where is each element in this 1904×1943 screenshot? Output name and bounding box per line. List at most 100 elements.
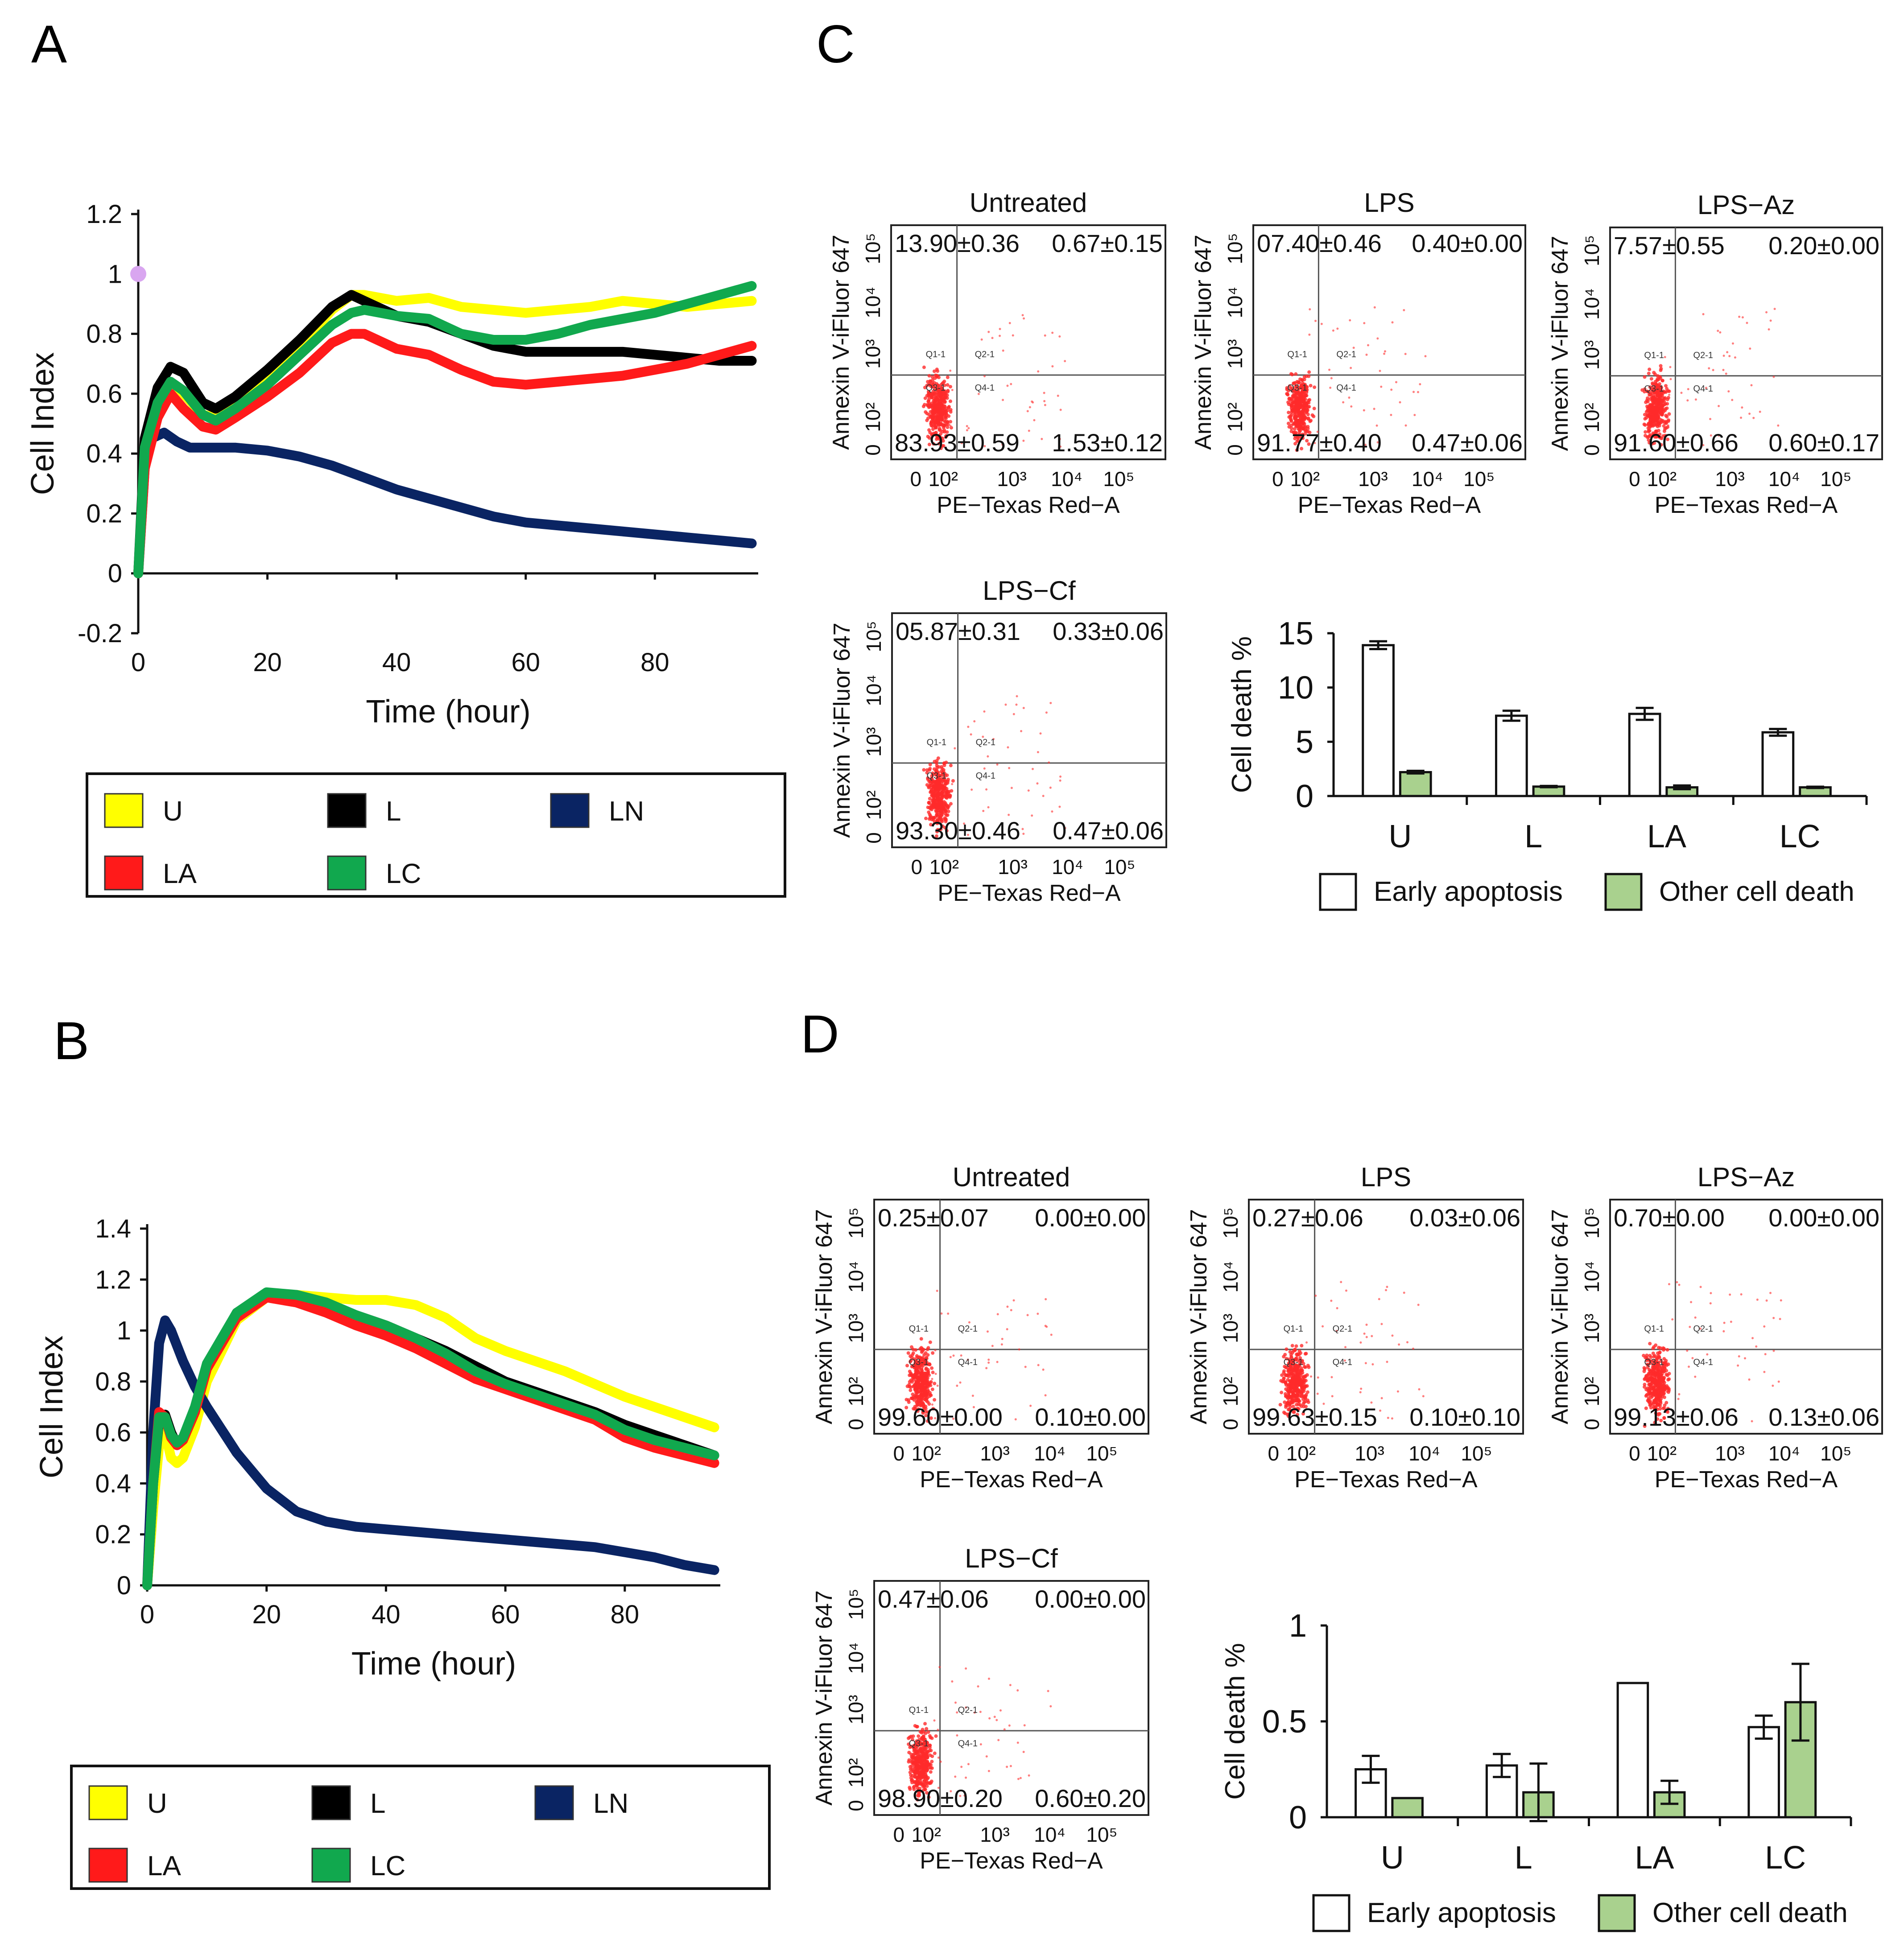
y-tick-label: 0.2: [95, 1520, 131, 1549]
quadrant-label: Q1-1: [1644, 1324, 1664, 1334]
flow-y-tick: 0: [861, 444, 884, 456]
event-dot-sparse: [1706, 1353, 1709, 1356]
event-dot-sparse: [1031, 814, 1033, 817]
quadrant-value-q3: 99.63±0.15: [1252, 1403, 1377, 1431]
event-dot: [933, 780, 937, 784]
flow-frame: [1248, 1199, 1524, 1435]
event-dot-sparse: [1344, 1346, 1347, 1349]
event-dot: [1657, 1351, 1661, 1355]
event-dot-sparse: [1003, 1728, 1006, 1731]
event-dot: [931, 1370, 935, 1374]
event-dot-sparse: [1719, 331, 1722, 334]
event-dot: [1284, 1381, 1288, 1385]
event-dot: [1655, 383, 1659, 387]
point-LA: [412, 1345, 420, 1352]
event-dot: [1305, 439, 1309, 443]
flow-y-tick: 10⁴: [1580, 288, 1603, 320]
point-LA: [710, 1459, 718, 1467]
flow-y-tick: 10³: [1223, 339, 1247, 369]
event-dot: [927, 442, 931, 446]
event-dot-sparse: [966, 833, 969, 836]
flow-y-tick: 10⁵: [862, 621, 885, 652]
event-dot: [914, 1348, 918, 1352]
quadrant-label: Q2-1: [958, 1705, 978, 1715]
flow-y-tick: 0: [1219, 1419, 1242, 1430]
y-tick-label: 1.2: [95, 1265, 131, 1294]
legend-swatch-LC: [311, 1848, 351, 1883]
event-dot: [940, 813, 944, 817]
event-dot-sparse: [1022, 439, 1025, 442]
legend-swatch-U: [88, 1785, 128, 1820]
event-dot-sparse: [1725, 372, 1727, 375]
event-dot: [917, 1364, 921, 1368]
point-LN: [710, 1566, 718, 1574]
event-dot: [919, 1337, 923, 1341]
point-LN: [186, 444, 194, 451]
event-dot: [934, 395, 938, 399]
event-dot-sparse: [1342, 401, 1345, 404]
event-dot: [1294, 384, 1298, 388]
event-dot-sparse: [1008, 1724, 1011, 1727]
event-dot: [1293, 421, 1297, 425]
quadrant-value-q2: 0.00±0.00: [1768, 1204, 1879, 1232]
bar-early: [1362, 644, 1395, 797]
event-dot-sparse: [933, 1719, 936, 1722]
event-dot: [923, 1371, 927, 1375]
event-dot-sparse: [1048, 761, 1050, 764]
event-dot: [927, 397, 931, 401]
x-tick-label: LA: [1635, 1840, 1674, 1876]
event-dot-sparse: [1045, 1298, 1047, 1300]
point-LC: [135, 569, 142, 577]
event-dot-sparse: [1769, 1291, 1772, 1294]
flow-y-tick: 10²: [1223, 402, 1247, 432]
event-dot: [923, 396, 927, 400]
event-dot: [1643, 433, 1647, 437]
event-dot: [1648, 367, 1652, 371]
event-dot: [943, 826, 947, 830]
event-dot-sparse: [1404, 353, 1407, 355]
event-dot: [1292, 1359, 1296, 1363]
point-LC: [651, 309, 659, 317]
event-dot: [930, 433, 934, 437]
flow-y-tick: 10²: [844, 1758, 867, 1787]
event-dot: [1282, 1369, 1286, 1373]
point-LC: [352, 1312, 360, 1319]
flow-y-tick: 10⁵: [1219, 1207, 1242, 1238]
event-dot: [940, 777, 944, 781]
event-dot: [1307, 404, 1311, 408]
point-LC: [683, 300, 691, 308]
flow-x-tick: 0: [911, 855, 923, 879]
event-dot: [910, 1767, 914, 1771]
event-dot: [1290, 1344, 1294, 1348]
point-L: [360, 297, 368, 305]
event-dot-sparse: [1331, 1395, 1334, 1398]
y-axis-title: Cell Index: [34, 1336, 70, 1478]
event-dot-sparse: [1022, 1751, 1025, 1753]
event-dot: [1666, 437, 1670, 441]
event-dot-sparse: [1664, 356, 1666, 359]
event-dot: [1294, 418, 1298, 422]
event-dot: [1291, 1392, 1295, 1396]
event-dot: [938, 785, 942, 789]
event-dot: [930, 409, 934, 413]
event-dot: [1289, 1389, 1293, 1393]
event-dot: [942, 423, 946, 427]
event-dot-sparse: [1710, 434, 1712, 437]
y-tick-label: 0.5: [1262, 1704, 1307, 1740]
event-dot-sparse: [1699, 1286, 1702, 1288]
event-dot-sparse: [983, 375, 986, 378]
event-dot-sparse: [1731, 399, 1734, 401]
event-dot-sparse: [965, 1667, 967, 1670]
event-dot-sparse: [1380, 1397, 1383, 1399]
quadrant-label: Q1-1: [926, 350, 946, 359]
quadrant-label: Q1-1: [1284, 1324, 1303, 1334]
event-dot-sparse: [1417, 1304, 1420, 1306]
point-LN: [393, 486, 401, 493]
point-LN: [591, 1543, 599, 1551]
event-dot: [1663, 433, 1667, 437]
event-dot-sparse: [1009, 1684, 1012, 1687]
event-dot-sparse: [960, 1766, 963, 1768]
event-dot: [925, 1397, 929, 1401]
quadrant-value-q1: 07.40±0.46: [1257, 229, 1382, 257]
flow-x-tick: 10²: [1286, 1442, 1316, 1465]
